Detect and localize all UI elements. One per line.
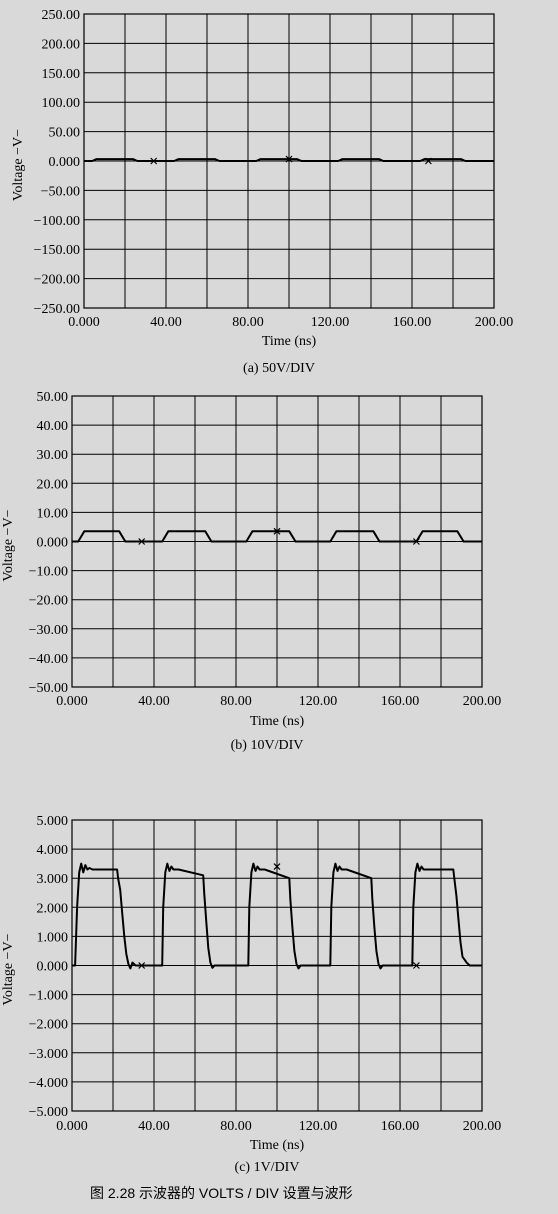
y-tick-label: 0.000 xyxy=(49,155,81,170)
y-tick-label: 150.00 xyxy=(42,67,81,82)
y-tick-label: 3.000 xyxy=(37,872,69,887)
y-tick-label: 30.00 xyxy=(37,448,69,463)
x-tick-label: 120.00 xyxy=(311,315,350,330)
y-tick-label: 100.00 xyxy=(42,96,81,111)
y-tick-label: −100.00 xyxy=(34,214,80,229)
x-tick-label: 200.00 xyxy=(463,694,502,709)
y-tick-label: −4.000 xyxy=(29,1076,68,1091)
y-axis-label: Voltage −V− xyxy=(1,933,16,1005)
y-tick-label: 2.000 xyxy=(37,901,69,916)
y-tick-label: −10.00 xyxy=(29,565,68,580)
y-tick-label: −150.00 xyxy=(34,243,80,258)
x-tick-label: 40.00 xyxy=(150,315,182,330)
y-tick-label: 250.00 xyxy=(42,8,81,23)
y-tick-label: 10.00 xyxy=(37,506,69,521)
y-axis-label: Voltage −V− xyxy=(1,509,16,581)
y-tick-label: −200.00 xyxy=(34,273,80,288)
y-tick-label: 5.000 xyxy=(37,814,69,829)
x-axis-label: Time (ns) xyxy=(262,334,317,349)
chart-caption: (c) 1V/DIV xyxy=(235,1160,300,1175)
x-tick-label: 40.00 xyxy=(138,694,170,709)
x-tick-label: 120.00 xyxy=(299,1119,338,1134)
x-tick-label: 80.00 xyxy=(220,694,252,709)
y-tick-label: 200.00 xyxy=(42,37,81,52)
y-tick-label: 1.000 xyxy=(37,930,69,945)
y-tick-label: 20.00 xyxy=(37,477,69,492)
y-tick-label: −50.00 xyxy=(41,184,80,199)
x-tick-label: 200.00 xyxy=(463,1119,502,1134)
y-tick-label: −30.00 xyxy=(29,623,68,638)
x-tick-label: 120.00 xyxy=(299,694,338,709)
y-tick-label: −40.00 xyxy=(29,652,68,667)
y-tick-label: 4.000 xyxy=(37,843,69,858)
y-tick-label: 40.00 xyxy=(37,419,69,434)
chart-a: 250.00 200.00 150.00 100.00 50.00 0.000 −50.00… xyxy=(11,8,513,376)
y-tick-label: 50.00 xyxy=(49,126,81,141)
x-tick-label: 0.000 xyxy=(56,1119,88,1134)
x-axis-label: Time (ns) xyxy=(250,1138,305,1153)
chart-caption: (b) 10V/DIV xyxy=(231,738,304,753)
y-axis-label: Voltage −V− xyxy=(11,129,26,201)
x-axis-label: Time (ns) xyxy=(250,714,305,729)
x-tick-label: 200.00 xyxy=(475,315,514,330)
y-tick-label: −5.000 xyxy=(29,1105,68,1120)
x-tick-label: 160.00 xyxy=(381,694,420,709)
y-tick-label: 0.000 xyxy=(37,536,69,551)
x-tick-label: 160.00 xyxy=(381,1119,420,1134)
y-tick-label: 50.00 xyxy=(37,390,69,405)
y-tick-label: 0.000 xyxy=(37,960,69,975)
y-tick-label: −20.00 xyxy=(29,594,68,609)
y-tick-label: −2.000 xyxy=(29,1018,68,1033)
x-tick-label: 80.00 xyxy=(232,315,264,330)
x-tick-label: 160.00 xyxy=(393,315,432,330)
x-tick-label: 0.000 xyxy=(56,694,88,709)
y-tick-label: −1.000 xyxy=(29,989,68,1004)
chart-b: 50.00 40.00 30.00 20.00 10.00 0.000 −10.00 −20.… xyxy=(1,390,501,753)
chart-c: 5.000 4.000 3.000 2.000 1.000 0.000 −1.000 −2.0… xyxy=(1,814,501,1175)
x-tick-label: 40.00 xyxy=(138,1119,170,1134)
x-tick-label: 0.000 xyxy=(68,315,100,330)
chart-caption: (a) 50V/DIV xyxy=(243,361,315,376)
figure-caption: 图 2.28 示波器的 VOLTS / DIV 设置与波形 xyxy=(90,1185,353,1201)
x-tick-label: 80.00 xyxy=(220,1119,252,1134)
y-tick-label: −3.000 xyxy=(29,1047,68,1062)
